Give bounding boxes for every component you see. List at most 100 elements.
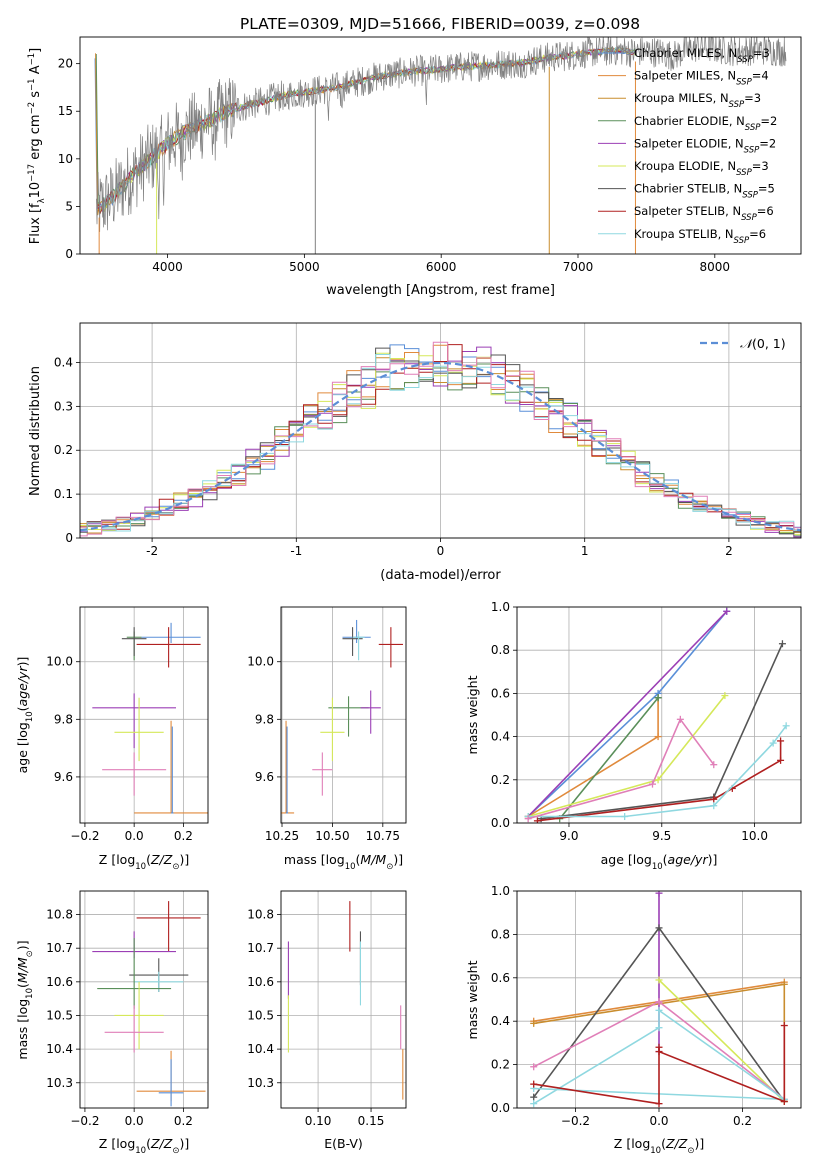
label-part: 10 xyxy=(652,862,663,872)
weight-series xyxy=(559,697,659,820)
y-axis-label: Normed distribution xyxy=(28,366,43,496)
y-tick-label: 10.5 xyxy=(46,1008,73,1022)
label-part: Z [log xyxy=(614,1136,650,1151)
weight-marker xyxy=(710,802,718,810)
x-tick-label: 10.50 xyxy=(315,829,349,843)
errorbar-point xyxy=(352,631,365,661)
weight-marker xyxy=(769,739,777,747)
plot-area-residual_hist xyxy=(80,341,801,538)
x-tick-label: 1 xyxy=(581,544,589,558)
label-part: M/M xyxy=(15,957,30,983)
weight-marker xyxy=(654,733,662,741)
axes-frame xyxy=(79,322,802,539)
y-tick-label: 10.7 xyxy=(46,941,73,955)
histogram-series xyxy=(80,341,801,537)
y-tick-label: 10.4 xyxy=(247,1042,274,1056)
label-part: Chabrier STELIB, N xyxy=(634,182,742,196)
x-tick-label: 6000 xyxy=(426,260,457,274)
label-part: )] xyxy=(694,1136,704,1151)
plot-area-spectrum xyxy=(94,37,787,254)
label-part: ( xyxy=(146,852,151,867)
x-tick-label: −0.2 xyxy=(70,829,99,843)
y-tick-label: 1.0 xyxy=(491,884,510,898)
label-part: 10 xyxy=(28,182,43,199)
errorbar-point xyxy=(97,938,172,1009)
y-tick-label: 0.6 xyxy=(491,686,510,700)
weight-marker xyxy=(655,1006,663,1014)
errorbar-point xyxy=(320,697,345,762)
y-tick-label: 0.3 xyxy=(54,399,73,413)
label-part: =5 xyxy=(758,182,775,196)
label-part: Z [log xyxy=(99,1136,135,1151)
weight-marker xyxy=(782,722,790,730)
observed-spectrum xyxy=(96,37,787,232)
x-tick-label: 0.2 xyxy=(174,1114,193,1128)
label-part: ] xyxy=(28,48,43,53)
label-part: ( xyxy=(356,852,361,867)
label-part: age/yr xyxy=(668,852,709,867)
x-tick-label: 10.0 xyxy=(741,829,768,843)
weight-marker xyxy=(649,780,657,788)
label-part: =3 xyxy=(753,46,770,60)
errorbar-point xyxy=(114,697,164,762)
y-tick-label: 0.2 xyxy=(54,443,73,457)
label-part: ( xyxy=(663,852,668,867)
weight-marker xyxy=(710,795,718,803)
x-tick-label: 7000 xyxy=(563,260,594,274)
x-tick-label: 10.25 xyxy=(265,829,299,843)
label-part: )] xyxy=(393,852,403,867)
label-part: Kroupa ELODIE, N xyxy=(634,159,736,173)
weight-marker xyxy=(530,1080,538,1088)
errorbar-point xyxy=(281,720,295,814)
x-tick-label: 0 xyxy=(437,544,445,558)
label-part: erg cm xyxy=(28,114,43,163)
weight-marker xyxy=(710,761,718,769)
legend-entry: Kroupa ELODIE, NSSP=3 xyxy=(634,159,769,178)
y-tick-label: 9.8 xyxy=(54,712,73,726)
label-part: −17 xyxy=(27,164,37,182)
axes-frame xyxy=(516,890,802,1109)
x-axis-label: Z [log10(Z/Z⊙)] xyxy=(614,1136,704,1156)
legend-entry: Chabrier STELIB, NSSP=5 xyxy=(634,182,775,201)
y-tick-label: 0.2 xyxy=(491,1058,510,1072)
histogram-series xyxy=(80,344,801,531)
plot-area-age_vs_Z xyxy=(92,622,208,814)
legend-entry: 𝒩(0, 1) xyxy=(740,336,786,351)
label-part: SSP xyxy=(736,78,752,88)
errorbar-point xyxy=(136,627,201,668)
y-axis-label: Flux [fλ10−17 erg cm−2 s−1 A−1] xyxy=(27,48,47,244)
errorbar-point xyxy=(134,720,208,814)
label-part: ( xyxy=(661,1136,666,1151)
label-part: )] xyxy=(15,940,30,950)
x-tick-label: 0.0 xyxy=(125,1114,144,1128)
y-tick-label: 10 xyxy=(58,152,73,166)
axes-frame xyxy=(79,890,209,1109)
y-tick-label: 9.6 xyxy=(255,770,274,784)
label-part: Z/Z xyxy=(665,1136,688,1151)
axes-frame xyxy=(516,606,802,824)
label-part: −2 xyxy=(27,102,37,115)
x-tick-label: 0.0 xyxy=(649,1114,668,1128)
x-axis-label: age [log10(age/yr)] xyxy=(601,852,718,872)
label-part: SSP xyxy=(744,145,760,155)
x-tick-label: 0.0 xyxy=(125,829,144,843)
weight-series xyxy=(528,725,787,818)
histogram-series xyxy=(80,346,801,538)
label-part: =2 xyxy=(759,136,776,150)
label-part: ⊙ xyxy=(687,1146,694,1156)
label-part: M/M xyxy=(360,852,386,867)
weight-marker xyxy=(721,692,729,700)
y-tick-label: 0.8 xyxy=(491,643,510,657)
y-tick-label: 20 xyxy=(58,57,73,71)
y-tick-label: 10.3 xyxy=(247,1076,274,1090)
weight-marker xyxy=(530,1063,538,1071)
errorbar-point xyxy=(114,981,164,1050)
label-part: ( xyxy=(146,1136,151,1151)
errorbar-point xyxy=(102,752,167,796)
weight-marker xyxy=(780,980,788,988)
y-axis-label: mass weight xyxy=(465,960,480,1039)
weight-marker xyxy=(530,1093,538,1101)
label-part: Chabrier ELODIE, N xyxy=(634,114,745,128)
y-tick-label: 9.8 xyxy=(255,712,274,726)
weight-marker xyxy=(530,1019,538,1027)
